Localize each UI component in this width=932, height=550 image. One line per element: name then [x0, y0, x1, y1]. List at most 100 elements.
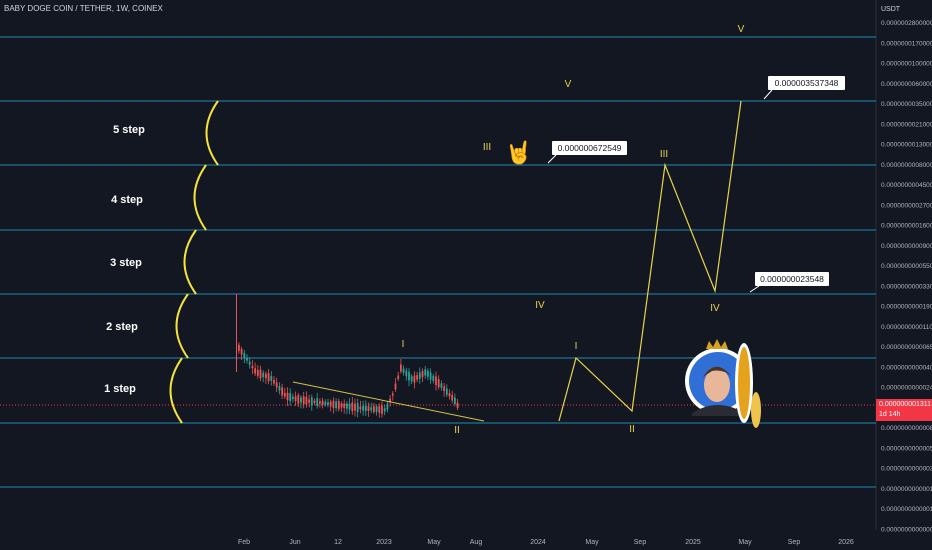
candle-body [294, 396, 297, 401]
avatar-sticker [685, 339, 761, 428]
step-label: 1 step [104, 383, 136, 395]
y-tick-label: 0.000000000000300 [881, 466, 932, 473]
flame-icon [751, 392, 761, 428]
candle-body [378, 406, 381, 413]
candle-body [270, 376, 273, 381]
candle-body [448, 393, 451, 397]
candle-body [354, 403, 356, 411]
candle-body [432, 376, 435, 381]
y-tick-label: 0.000000000004000 [881, 364, 932, 371]
callout-box [768, 76, 845, 90]
y-tick-label: 0.000000000000180 [881, 486, 932, 493]
x-tick-label: Sep [634, 539, 647, 546]
candle-body [327, 402, 329, 405]
avatar-face [704, 368, 730, 402]
candle-body [413, 375, 416, 383]
wave-label: V [738, 24, 745, 35]
candle-body [451, 394, 454, 401]
y-tick-label: 0.000000000002400 [881, 385, 932, 392]
y-tick-label: 0.000000003500000 [881, 101, 932, 108]
candle-body [286, 392, 289, 401]
candle-body [364, 405, 367, 411]
x-tick-label: 2023 [376, 539, 392, 546]
candle-body [332, 400, 335, 408]
wave-label: II [629, 424, 635, 435]
candle-body [367, 406, 370, 411]
candle-body [273, 379, 275, 384]
wave-label: I [402, 339, 405, 350]
candle-body [408, 371, 410, 381]
wave-label: III [483, 142, 491, 153]
step-arc [193, 164, 207, 231]
target-price-label: 0.000000023548 [760, 274, 824, 284]
y-tick-label: 0.000000000019000 [881, 304, 932, 311]
callout-box [552, 141, 627, 155]
candle-body [456, 402, 459, 409]
candle-body [292, 396, 294, 399]
candle-body [300, 397, 302, 403]
rocket-icon [738, 347, 750, 419]
candle-body [275, 382, 278, 388]
x-tick-label: 2026 [838, 539, 854, 546]
candle-body [340, 403, 343, 408]
wave-label: I [575, 341, 578, 352]
y-tick-label: 0.000000000160000 [881, 223, 932, 230]
callout-pointer [547, 154, 557, 164]
candle-body [337, 400, 340, 410]
candle-body [410, 376, 413, 382]
candle-body [319, 401, 321, 404]
callout-box [755, 272, 829, 286]
crown-icon [706, 339, 728, 349]
x-axis-ticks: Feb Jun 12 2023 May Aug 2024 May Sep 2025 May Sep 20… [238, 539, 854, 546]
x-tick-label: 2024 [530, 539, 546, 546]
candle-body [359, 406, 362, 410]
price-unit: USDT [881, 6, 901, 13]
step-label: 2 step [106, 321, 138, 333]
projection-wave-path [558, 100, 742, 422]
chart-title: BABY DOGE COIN / TETHER, 1W, COINEX [4, 4, 163, 13]
avatar-suit [692, 405, 744, 416]
wave-label: III [660, 149, 668, 160]
candle-body [373, 406, 375, 412]
candle-body [435, 376, 437, 385]
x-tick-label: May [738, 539, 752, 546]
candle-body [394, 383, 397, 390]
x-tick-label: 12 [334, 539, 342, 546]
target-price-label: 0.000003537348 [775, 78, 839, 88]
y-tick-label: 0.000000017000000 [881, 40, 932, 47]
candle-body [427, 370, 429, 377]
candle-body [351, 402, 354, 412]
step-label: 5 step [113, 124, 145, 136]
candle-body [305, 396, 308, 405]
candle-series [236, 294, 459, 418]
y-tick-label: 0.000000000450000 [881, 182, 932, 189]
current-price-value: 0.000000001311 [879, 401, 932, 408]
callout-pointer [763, 89, 773, 100]
candle-body [405, 370, 408, 377]
step-arc [175, 293, 189, 359]
y-tick-label: 0.000000000000110 [881, 506, 932, 513]
target-price-label: 0.000000672549 [558, 143, 622, 153]
candle-body [324, 401, 327, 405]
wave-label: IV [710, 303, 720, 314]
candle-body [262, 372, 265, 378]
x-tick-label: 2025 [685, 539, 701, 546]
candle-body [248, 361, 251, 365]
wave-label: II [454, 425, 460, 436]
x-tick-label: Jun [289, 539, 300, 546]
candle-body [348, 403, 351, 410]
candle-body [437, 379, 440, 388]
candle-body [402, 368, 405, 373]
candle-body [421, 371, 424, 378]
candle-body [391, 393, 394, 396]
step-arc [169, 357, 183, 424]
candle-body [289, 393, 292, 402]
candle-body [440, 383, 443, 388]
y-tick-label: 0.000000000800000 [881, 162, 932, 169]
candle-body [381, 405, 383, 414]
candle-body [389, 398, 391, 403]
level-lines [0, 36, 876, 488]
candle-body [246, 358, 248, 361]
candle-body [240, 348, 243, 355]
